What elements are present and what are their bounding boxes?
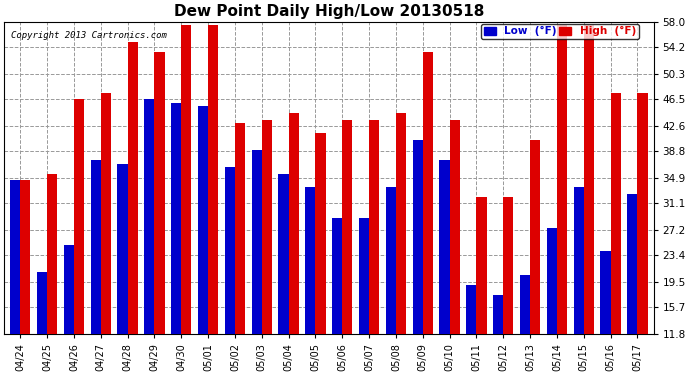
Bar [315,133,326,334]
Bar [144,99,155,334]
Bar [584,25,594,334]
Bar [546,228,557,334]
Bar [627,194,638,334]
Bar [423,52,433,334]
Bar [117,164,128,334]
Bar [171,103,181,334]
Bar [278,174,288,334]
Bar [369,120,380,334]
Bar [557,25,567,334]
Bar [466,285,477,334]
Bar [477,197,486,334]
Bar [413,140,423,334]
Bar [74,99,84,334]
Bar [252,150,262,334]
Bar [235,123,245,334]
Bar [396,113,406,334]
Bar [288,113,299,334]
Bar [493,295,503,334]
Bar [573,187,584,334]
Bar [450,120,460,334]
Text: Copyright 2013 Cartronics.com: Copyright 2013 Cartronics.com [10,31,166,40]
Bar [208,25,218,334]
Bar [63,244,74,334]
Bar [440,160,450,334]
Bar [262,120,272,334]
Bar [128,42,138,334]
Bar [530,140,540,334]
Bar [305,187,315,334]
Legend: Low  (°F), High  (°F): Low (°F), High (°F) [481,24,639,39]
Bar [332,217,342,334]
Bar [101,93,111,334]
Bar [611,93,621,334]
Bar [37,272,47,334]
Bar [638,93,648,334]
Bar [386,187,396,334]
Title: Dew Point Daily High/Low 20130518: Dew Point Daily High/Low 20130518 [174,4,484,19]
Bar [198,106,208,334]
Bar [90,160,101,334]
Bar [503,197,513,334]
Bar [20,180,30,334]
Bar [225,167,235,334]
Bar [600,251,611,334]
Bar [342,120,353,334]
Bar [181,25,191,334]
Bar [155,52,165,334]
Bar [10,180,20,334]
Bar [47,174,57,334]
Bar [520,275,530,334]
Bar [359,217,369,334]
